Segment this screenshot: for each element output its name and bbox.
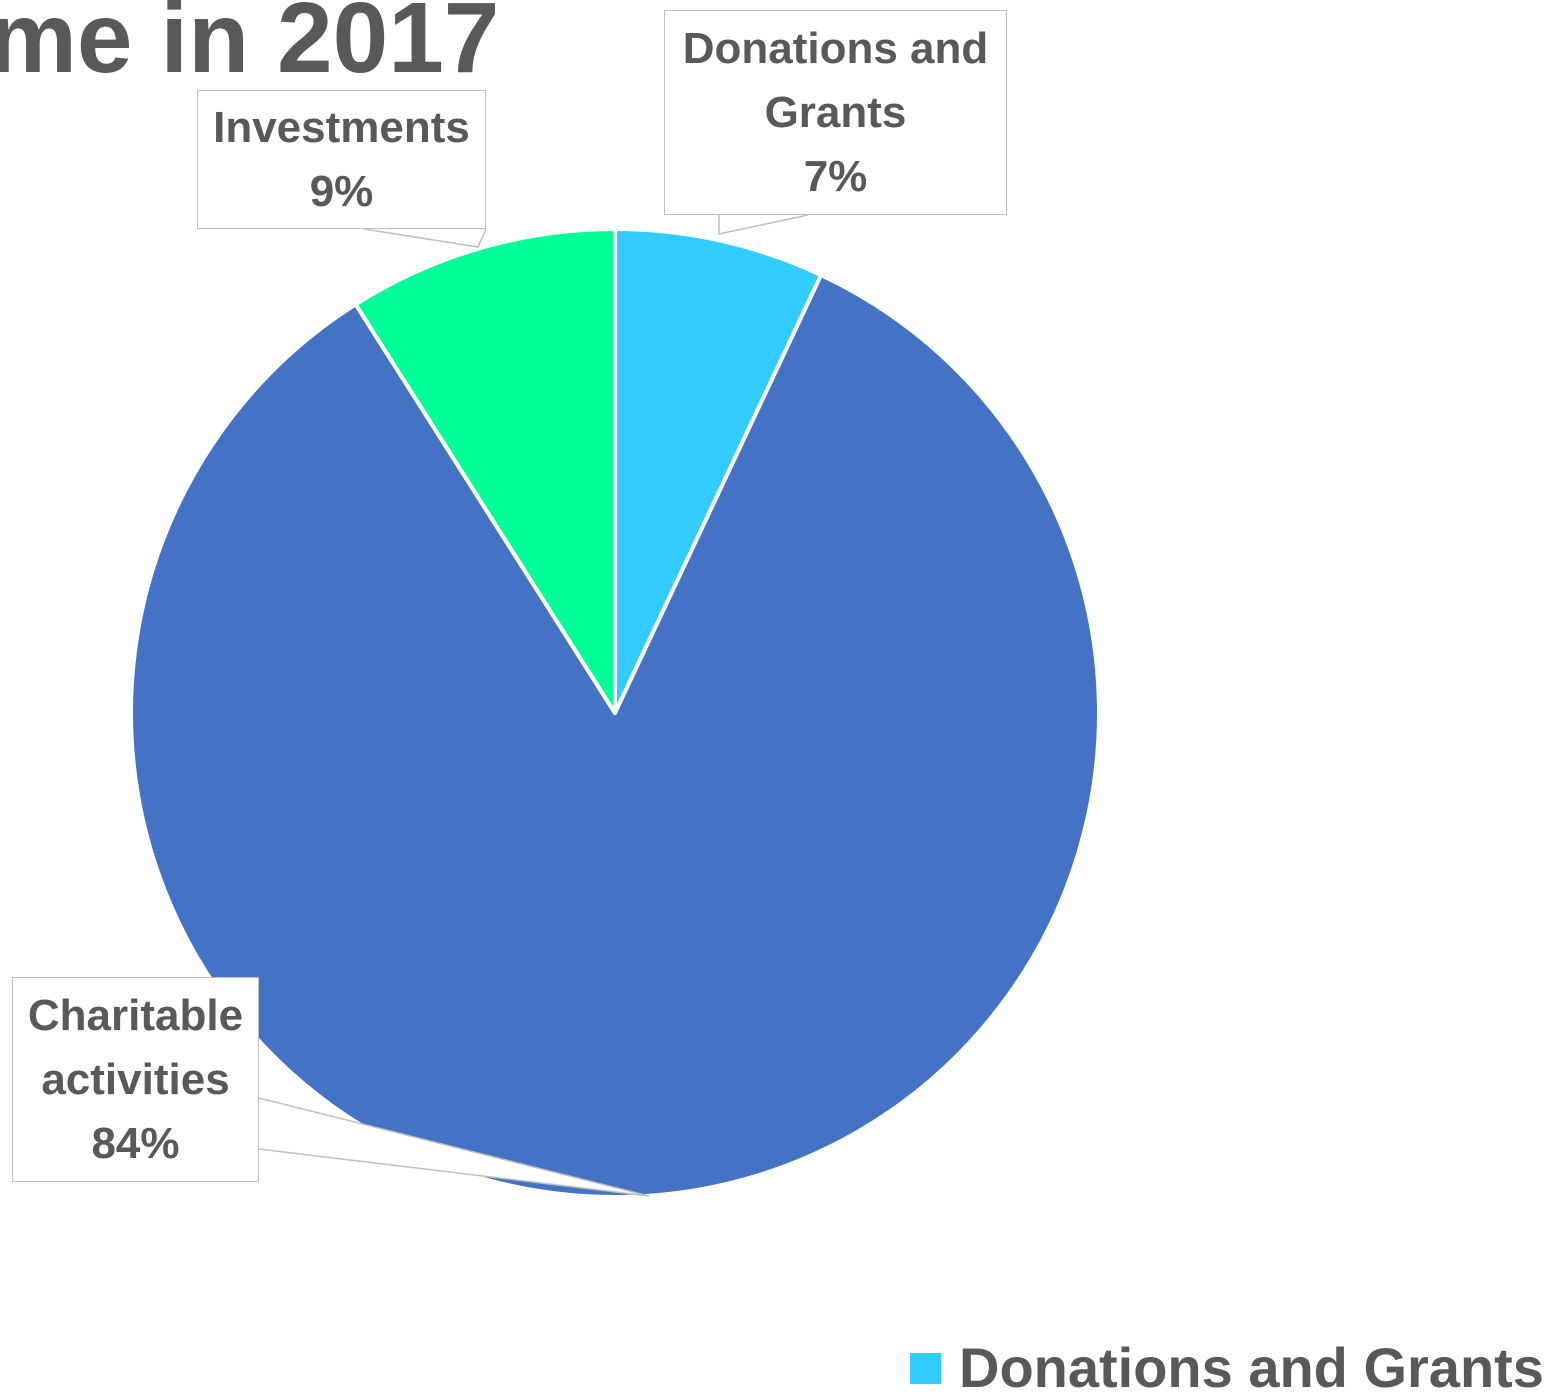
data-label-name-line-1: Charitable [27, 990, 244, 1040]
data-label-value: 7% [803, 151, 868, 201]
data-label-investments: Investments 9% [197, 90, 486, 229]
pie-slice-donations-and-grants [613, 227, 824, 715]
pie-slices [129, 227, 1102, 1199]
leader-line-2 [363, 228, 487, 248]
legend-swatch [910, 1352, 941, 1384]
data-label-name-line-2: Grants [764, 87, 907, 137]
data-label-charitable-activities: Charitable activities 84% [12, 977, 259, 1182]
data-label-name-line-2: activities [41, 1054, 230, 1104]
chart-title: me in 2017 [0, 0, 500, 94]
data-label-value: 84% [91, 1118, 180, 1168]
leader-line-0 [718, 214, 809, 235]
data-label-value: 9% [309, 166, 374, 216]
data-label-donations-and-grants: Donations and Grants 7% [664, 10, 1007, 215]
data-label-name-line-1: Investments [213, 102, 470, 152]
leader-line-1 [258, 1097, 650, 1197]
data-label-name-line-1: Donations and [682, 23, 989, 73]
legend-label: Donations and Grants [959, 1336, 1544, 1399]
pie-slice-investments [353, 227, 617, 715]
label-leader-lines [258, 214, 809, 1197]
chart-legend: Donations and Grants [910, 1340, 1544, 1396]
